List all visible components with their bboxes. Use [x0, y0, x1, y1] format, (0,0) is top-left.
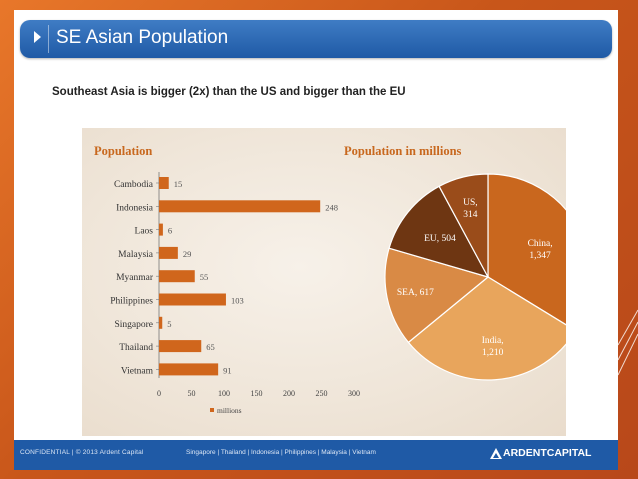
decorative-stripes: [618, 309, 638, 376]
pie-label-us: US,: [463, 198, 478, 208]
chart-panel: Population Population in millions Cambod…: [82, 128, 566, 436]
bar-category-label: Vietnam: [121, 366, 154, 376]
bar-malaysia: [159, 246, 178, 259]
bar-indonesia: [159, 200, 321, 213]
pie-value-india: 1,210: [482, 348, 504, 358]
bar-value-label: 65: [206, 342, 215, 352]
pie-slice-sea: [384, 247, 490, 344]
footer-confidential: CONFIDENTIAL | © 2013 Ardent Capital: [20, 449, 144, 456]
bar-vietnam: [159, 363, 219, 376]
slide-subtitle: Southeast Asia is bigger (2x) than the U…: [52, 86, 406, 98]
pie-label-china: China,: [528, 239, 553, 249]
bar-value-label: 5: [167, 319, 171, 329]
pie-value-us: 314: [463, 210, 478, 220]
pie-slice-china: [487, 173, 566, 326]
title-divider: [48, 25, 49, 53]
bar-philippines: [159, 293, 226, 306]
bar-category-label: Malaysia: [118, 250, 154, 260]
bar-singapore: [159, 316, 163, 329]
bar-chart-title: Population: [94, 144, 153, 158]
bar-category-label: Philippines: [110, 297, 153, 307]
pie-chart-title: Population in millions: [344, 144, 462, 158]
pie-slice-eu: [388, 185, 490, 278]
bar-category-label: Laos: [135, 227, 154, 237]
bar-category-label: Thailand: [119, 343, 153, 353]
bar-category-label: Cambodia: [114, 180, 154, 190]
bar-value-label: 91: [223, 365, 232, 375]
bar-value-label: 29: [183, 249, 192, 259]
bar-value-label: 15: [174, 179, 183, 189]
bar-x-tick-label: 300: [348, 389, 360, 398]
pie-slice-india: [407, 276, 566, 381]
footer-logo-text: ARDENTCAPITAL: [503, 447, 592, 459]
footer-bar: CONFIDENTIAL | © 2013 Ardent Capital Sin…: [14, 440, 618, 470]
pie-value-china: 1,347: [529, 251, 551, 261]
bar-value-label: 103: [231, 296, 244, 306]
bar-value-label: 6: [168, 226, 172, 236]
slide-title: SE Asian Population: [56, 27, 229, 48]
pie-label-eu: EU, 504: [424, 234, 456, 244]
slide: SE Asian Population Southeast Asia is bi…: [14, 10, 618, 470]
pie-label-sea: SEA, 617: [397, 288, 434, 298]
bar-x-tick-label: 0: [157, 389, 161, 398]
bar-x-tick-label: 50: [188, 389, 196, 398]
pie-slice-us: [438, 173, 489, 278]
ardent-logo-inner: [493, 453, 499, 458]
footer-countries: Singapore | Thailand | Indonesia | Phili…: [186, 449, 376, 456]
bar-x-tick-label: 150: [251, 389, 263, 398]
bar-x-tick-label: 100: [218, 389, 230, 398]
bar-value-label: 55: [200, 272, 209, 282]
bar-category-label: Myanmar: [116, 273, 154, 283]
bar-x-tick-label: 250: [316, 389, 328, 398]
bar-cambodia: [159, 177, 169, 189]
title-arrow-icon: [34, 31, 41, 43]
charts-svg: Cambodia 15 Indonesia 248 Laos 6 Malaysia 29 Mya…: [110, 172, 566, 415]
legend-label: millions: [217, 406, 242, 415]
bar-myanmar: [159, 270, 195, 283]
bar-laos: [159, 223, 163, 236]
bar-category-label: Singapore: [114, 320, 153, 330]
pie-label-india: India,: [482, 336, 504, 346]
bar-x-tick-label: 200: [283, 389, 295, 398]
bar-thailand: [159, 340, 202, 353]
title-bar: SE Asian Population: [20, 20, 612, 58]
bar-category-label: Indonesia: [116, 203, 154, 213]
legend-swatch: [210, 408, 214, 412]
bar-value-label: 248: [325, 202, 338, 212]
